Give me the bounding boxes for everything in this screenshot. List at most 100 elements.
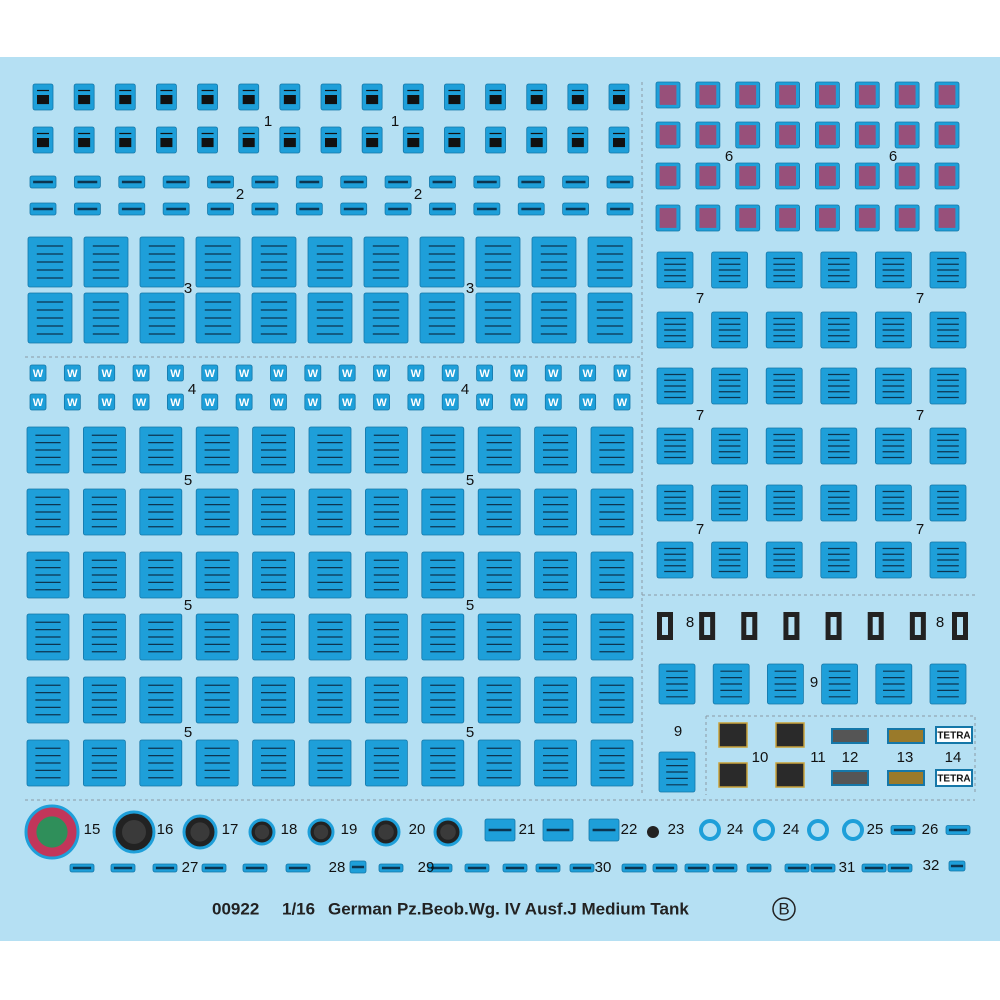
decal-red bbox=[858, 125, 876, 145]
decal-w: W bbox=[136, 368, 147, 380]
decal-number: 5 bbox=[466, 472, 474, 489]
decal-icon-gap bbox=[662, 617, 668, 635]
decal-w: W bbox=[67, 397, 78, 409]
decal-roman bbox=[489, 138, 502, 148]
decal-w: W bbox=[273, 397, 284, 409]
decal-number: 32 bbox=[923, 857, 940, 874]
decal-roman bbox=[407, 138, 420, 148]
decal bbox=[29, 393, 47, 411]
decal-w: W bbox=[67, 368, 78, 380]
decal bbox=[613, 393, 631, 411]
ring bbox=[807, 819, 829, 841]
decal-w: W bbox=[170, 397, 181, 409]
decal-red bbox=[938, 166, 956, 186]
decal-red bbox=[699, 85, 717, 105]
decal bbox=[373, 364, 390, 382]
decal-w: W bbox=[479, 368, 490, 380]
decal-w: W bbox=[514, 368, 525, 380]
product-code: 00922 bbox=[212, 899, 259, 918]
decal-w: W bbox=[617, 368, 628, 380]
gauge-face bbox=[190, 822, 210, 842]
decal bbox=[270, 393, 287, 411]
decal-number: 1 bbox=[264, 113, 272, 130]
decal-red bbox=[858, 208, 876, 228]
decal-w: W bbox=[411, 397, 422, 409]
decal-roman bbox=[530, 95, 543, 105]
decal-w: W bbox=[205, 368, 216, 380]
decal-roman bbox=[201, 95, 214, 105]
decal-w: W bbox=[411, 368, 422, 380]
decal-number: 7 bbox=[696, 290, 704, 307]
decal bbox=[544, 393, 562, 411]
decal-red bbox=[819, 85, 836, 105]
decal-number: 6 bbox=[889, 148, 897, 165]
decal-number: 4 bbox=[461, 381, 469, 398]
decal-roman bbox=[160, 95, 173, 105]
decal-roman bbox=[489, 95, 502, 105]
decal bbox=[476, 364, 493, 382]
decal-red bbox=[819, 125, 836, 145]
decal-number: 5 bbox=[184, 472, 192, 489]
decal-red bbox=[898, 125, 916, 145]
ring bbox=[699, 819, 721, 841]
plate bbox=[718, 762, 748, 788]
decal bbox=[338, 364, 356, 382]
decal bbox=[441, 393, 459, 411]
decal-roman bbox=[448, 138, 461, 148]
decal bbox=[98, 364, 116, 382]
gauge-face bbox=[440, 824, 456, 840]
decal-w: W bbox=[136, 397, 147, 409]
decal bbox=[579, 364, 597, 382]
decal bbox=[510, 364, 528, 382]
decal-red bbox=[659, 125, 677, 145]
decal-roman bbox=[325, 95, 337, 105]
plate bbox=[831, 728, 869, 744]
decal-number: 25 bbox=[867, 821, 884, 838]
decal-roman bbox=[571, 138, 584, 148]
footer: 00922 1/16 German Pz.Beob.Wg. IV Ausf.J … bbox=[212, 897, 796, 921]
decal-roman bbox=[242, 95, 255, 105]
decal-red bbox=[699, 166, 717, 186]
decal bbox=[132, 364, 150, 382]
gauge-face bbox=[254, 824, 270, 840]
decal-roman bbox=[78, 138, 91, 148]
gauge-face bbox=[378, 824, 394, 840]
plate bbox=[775, 722, 805, 748]
decal-number: 6 bbox=[725, 148, 733, 165]
decal-icon-gap bbox=[788, 617, 795, 635]
decal-number: 22 bbox=[621, 821, 638, 838]
decal-roman bbox=[160, 138, 173, 148]
decal-w: W bbox=[170, 368, 181, 380]
decal-red bbox=[659, 85, 677, 105]
decal-w: W bbox=[342, 397, 353, 409]
decal-number: 30 bbox=[595, 859, 612, 876]
decal-roman bbox=[530, 138, 543, 148]
decal-number: 1 bbox=[391, 113, 399, 130]
decal-roman bbox=[119, 138, 132, 148]
decal-w: W bbox=[548, 368, 559, 380]
decal-number: 7 bbox=[916, 407, 924, 424]
decal-red bbox=[858, 166, 876, 186]
decal-number: 9 bbox=[810, 674, 818, 691]
decal-red bbox=[898, 166, 916, 186]
decal-w: W bbox=[582, 397, 593, 409]
decal-red bbox=[739, 85, 757, 105]
plate bbox=[887, 728, 925, 744]
gauge-face bbox=[36, 816, 68, 848]
variant-circle bbox=[772, 897, 796, 921]
decal-roman bbox=[448, 95, 461, 105]
decal bbox=[270, 364, 287, 382]
decal bbox=[441, 364, 459, 382]
decal-w: W bbox=[239, 397, 250, 409]
decal-number: 18 bbox=[281, 821, 298, 838]
decal-number: 2 bbox=[236, 186, 244, 203]
decal-number: 9 bbox=[674, 723, 682, 740]
decal-number: 15 bbox=[84, 821, 101, 838]
decal-red bbox=[938, 125, 956, 145]
decal-number: 5 bbox=[184, 724, 192, 741]
separators bbox=[25, 82, 976, 801]
decal-icon-gap bbox=[830, 617, 837, 635]
decal bbox=[338, 393, 356, 411]
tetra: TETRA bbox=[937, 731, 970, 742]
